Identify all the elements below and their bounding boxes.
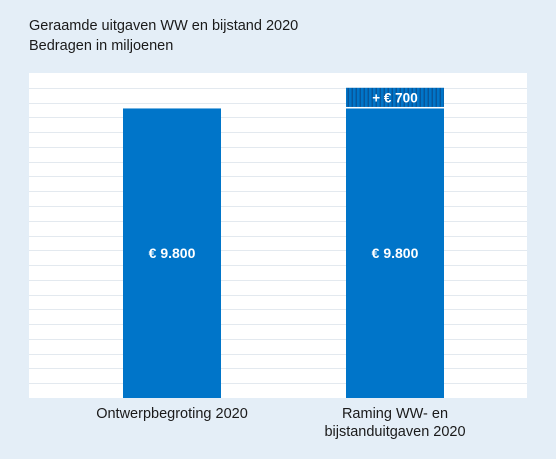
category-label-line: bijstanduitgaven 2020	[324, 424, 466, 440]
bar-value-label-0: € 9.800	[149, 245, 196, 261]
chart-subtitle: Bedragen in miljoenen	[29, 38, 174, 54]
bar-increment-1	[346, 87, 444, 107]
bar-base-1	[346, 108, 444, 398]
plot-area: € 9.800 € 9.800 + € 700	[29, 73, 527, 398]
bar-value-label-1: € 9.800	[372, 245, 419, 261]
category-label-line: Ontwerpbegroting 2020	[96, 406, 248, 422]
category-label-ontwerpbegroting: Ontwerpbegroting 2020	[62, 405, 282, 423]
bar-increment-label-1: + € 700	[372, 90, 417, 105]
category-label-raming: Raming WW- en bijstanduitgaven 2020	[285, 405, 505, 441]
category-label-line: Raming WW- en	[341, 406, 449, 422]
bar-base-0	[123, 108, 221, 398]
bar-chart: € 9.800 € 9.800 + € 700	[29, 87, 527, 398]
chart-title: Geraamde uitgaven WW en bijstand 2020	[29, 18, 299, 34]
chart-header: Geraamde uitgaven WW en bijstand 2020 Be…	[29, 16, 298, 56]
